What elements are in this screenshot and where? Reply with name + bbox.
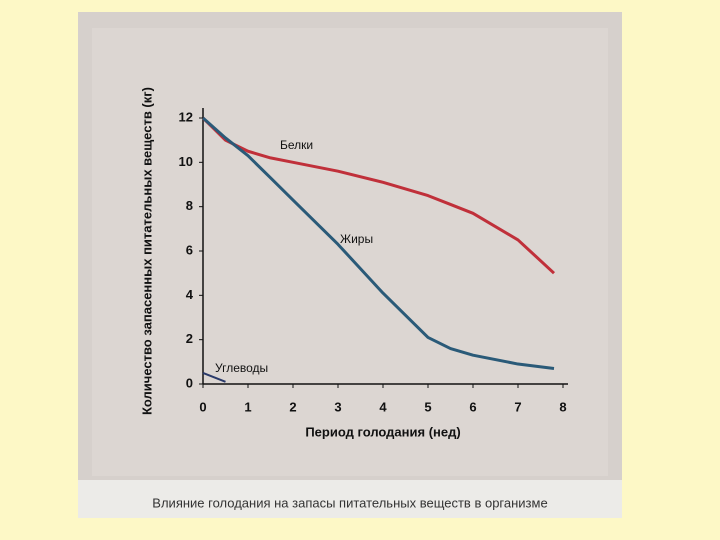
x-tick-label: 6 [469, 399, 476, 414]
y-tick-label: 8 [186, 198, 193, 213]
x-tick-label: 5 [424, 399, 431, 414]
x-tick-label: 8 [559, 399, 566, 414]
y-axis-title: Количество запасенных питательных вещест… [139, 87, 154, 415]
y-tick-label: 12 [179, 109, 193, 124]
x-tick-label: 4 [379, 399, 387, 414]
y-tick-label: 2 [186, 331, 193, 346]
x-tick-label: 0 [199, 399, 206, 414]
series-label: Жиры [340, 232, 373, 246]
series-label: Углеводы [215, 361, 268, 375]
x-tick-label: 7 [514, 399, 521, 414]
caption-panel [78, 480, 622, 518]
y-tick-label: 0 [186, 375, 193, 390]
caption: Влияние голодания на запасы питательных … [152, 495, 547, 510]
figure-panel [92, 28, 608, 476]
series-label: Белки [280, 138, 313, 152]
series-line [202, 116, 555, 370]
y-tick-label: 6 [186, 242, 193, 257]
series-line [202, 371, 226, 383]
y-tick-label: 10 [179, 154, 193, 169]
y-tick-label: 4 [186, 287, 194, 302]
x-tick-label: 2 [289, 399, 296, 414]
x-tick-label: 1 [244, 399, 251, 414]
series-line [201, 116, 556, 275]
x-axis-title: Период голодания (нед) [305, 424, 460, 439]
x-tick-label: 3 [334, 399, 341, 414]
